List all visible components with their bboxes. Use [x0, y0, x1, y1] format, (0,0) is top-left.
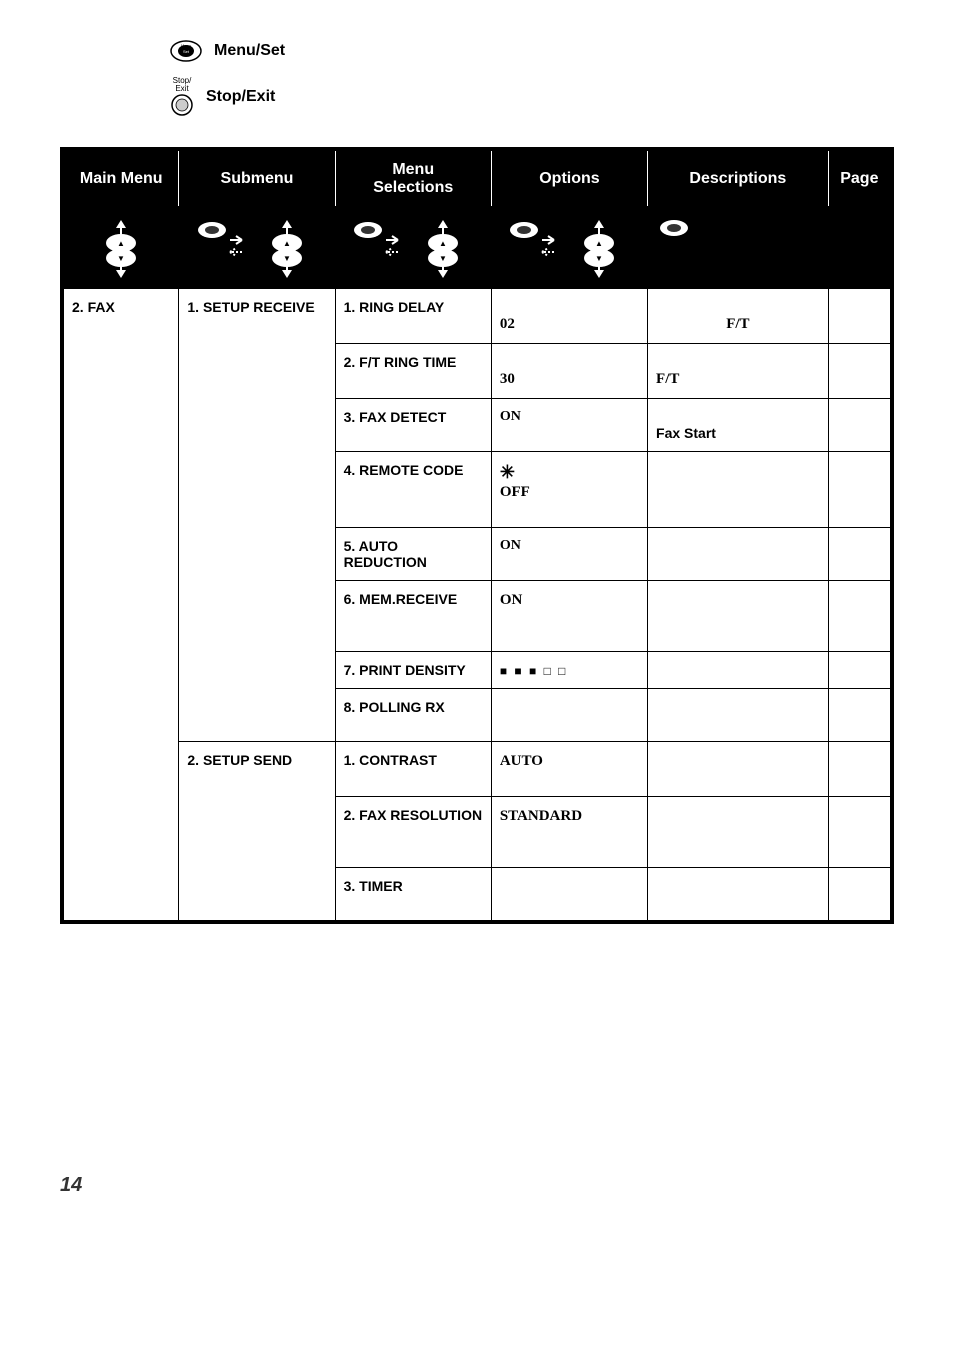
- menu-set-label: Menu/Set: [214, 42, 285, 60]
- legend-menu-set-row: Menu Set Menu/Set: [170, 40, 894, 62]
- svg-text:▼: ▼: [283, 254, 291, 263]
- stop-exit-label: Stop/Exit: [206, 88, 275, 106]
- page-polling-rx: [828, 689, 892, 742]
- opt-ft-ring-time-val: 30: [500, 371, 515, 387]
- svg-text:▲: ▲: [439, 239, 447, 248]
- page-fax-detect: [828, 399, 892, 452]
- opt-remote-code-off: OFF: [500, 484, 530, 500]
- nav-menu-selections-icon: ▲ ▼: [335, 207, 491, 289]
- svg-text:Set: Set: [183, 49, 190, 54]
- table-row: 2. SETUP SEND 1. CONTRAST AUTO: [62, 742, 892, 797]
- svg-text:▼: ▼: [117, 254, 125, 263]
- page-print-density: [828, 652, 892, 689]
- page-timer: [828, 868, 892, 923]
- page-mem-receive: [828, 581, 892, 652]
- nav-page-blank: [828, 207, 892, 289]
- opt-contrast: AUTO: [491, 742, 647, 797]
- main-menu-cell: 2. FAX: [62, 289, 179, 923]
- opt-fax-resolution: STANDARD: [491, 797, 647, 868]
- sel-print-density: 7. PRINT DENSITY: [335, 652, 491, 689]
- menu-table: Main Menu Submenu Menu Selections Option…: [60, 147, 894, 924]
- desc-fax-detect-val: Fax Start: [656, 425, 716, 441]
- header-options: Options: [491, 149, 647, 207]
- opt-ft-ring-time: 30: [491, 344, 647, 399]
- desc-mem-receive: [648, 581, 829, 652]
- svg-text:▼: ▼: [439, 254, 447, 263]
- sel-fax-detect: 3. FAX DETECT: [335, 399, 491, 452]
- desc-polling-rx: [648, 689, 829, 742]
- opt-remote-code: ✳ OFF: [491, 452, 647, 528]
- nav-options-icon: ▲ ▼: [491, 207, 647, 289]
- desc-fax-detect: Fax Start: [648, 399, 829, 452]
- svg-text:▲: ▲: [283, 239, 291, 248]
- header-submenu: Submenu: [179, 149, 335, 207]
- sel-contrast: 1. CONTRAST: [335, 742, 491, 797]
- svg-text:▼: ▼: [595, 254, 603, 263]
- svg-text:Menu: Menu: [181, 43, 191, 48]
- opt-fax-resolution-val: STANDARD: [500, 808, 582, 824]
- sel-fax-resolution: 2. FAX RESOLUTION: [335, 797, 491, 868]
- desc-timer: [648, 868, 829, 923]
- submenu1-cell: 1. SETUP RECEIVE: [179, 289, 335, 742]
- desc-auto-reduction: [648, 528, 829, 581]
- desc-ring-delay-val: F/T: [726, 316, 749, 332]
- desc-ring-delay: F/T: [648, 289, 829, 344]
- legend-stop-exit-row: Stop/ Exit Stop/Exit: [170, 77, 894, 117]
- page-fax-resolution: [828, 797, 892, 868]
- opt-polling-rx: [491, 689, 647, 742]
- submenu2-cell: 2. SETUP SEND: [179, 742, 335, 923]
- sel-auto-reduction: 5. AUTO REDUCTION: [335, 528, 491, 581]
- sel-ring-delay: 1. RING DELAY: [335, 289, 491, 344]
- nav-icon-row: ▲ ▼ ▲ ▼: [62, 207, 892, 289]
- desc-print-density: [648, 652, 829, 689]
- opt-mem-receive-val: ON: [500, 592, 523, 608]
- nav-submenu-icon: ▲ ▼: [179, 207, 335, 289]
- sel-remote-code: 4. REMOTE CODE: [335, 452, 491, 528]
- sel-polling-rx: 8. POLLING RX: [335, 689, 491, 742]
- opt-auto-reduction: ON: [491, 528, 647, 581]
- stop-exit-small-label: Stop/ Exit: [173, 77, 192, 93]
- header-menu-selections-l1: Menu: [392, 161, 434, 178]
- opt-print-density: ■ ■ ■ □ □: [491, 652, 647, 689]
- header-descriptions: Descriptions: [648, 149, 829, 207]
- table-row: 2. FAX 1. SETUP RECEIVE 1. RING DELAY 02…: [62, 289, 892, 344]
- desc-contrast: [648, 742, 829, 797]
- page-remote-code: [828, 452, 892, 528]
- opt-ring-delay-val: 02: [500, 316, 515, 332]
- header-page: Page: [828, 149, 892, 207]
- sel-ft-ring-time: 2. F/T RING TIME: [335, 344, 491, 399]
- opt-mem-receive: ON: [491, 581, 647, 652]
- sel-mem-receive: 6. MEM.RECEIVE: [335, 581, 491, 652]
- header-row: Main Menu Submenu Menu Selections Option…: [62, 149, 892, 207]
- nav-main-menu-icon: ▲ ▼: [62, 207, 179, 289]
- opt-fax-detect: ON: [491, 399, 647, 452]
- page-ft-ring-time: [828, 344, 892, 399]
- desc-fax-resolution: [648, 797, 829, 868]
- desc-ft-ring-time-val: F/T: [656, 371, 679, 387]
- nav-descriptions-icon: [648, 207, 829, 289]
- header-main-menu: Main Menu: [62, 149, 179, 207]
- desc-remote-code: [648, 452, 829, 528]
- desc-ft-ring-time: F/T: [648, 344, 829, 399]
- svg-text:▲: ▲: [117, 239, 125, 248]
- opt-print-density-val: ■ ■ ■ □ □: [500, 664, 568, 678]
- opt-timer: [491, 868, 647, 923]
- opt-contrast-val: AUTO: [500, 753, 543, 769]
- sel-timer: 3. TIMER: [335, 868, 491, 923]
- header-menu-selections: Menu Selections: [335, 149, 491, 207]
- menu-set-icon: Menu Set: [170, 40, 202, 62]
- svg-text:▲: ▲: [595, 239, 603, 248]
- page-contrast: [828, 742, 892, 797]
- page-number: 14: [60, 1174, 894, 1197]
- opt-ring-delay: 02: [491, 289, 647, 344]
- legend-section: Menu Set Menu/Set Stop/ Exit Stop/Exit: [170, 40, 894, 117]
- stop-exit-icon: Stop/ Exit: [170, 77, 194, 117]
- page-ring-delay: [828, 289, 892, 344]
- opt-remote-code-star: ✳: [500, 462, 515, 482]
- page-auto-reduction: [828, 528, 892, 581]
- header-menu-selections-l2: Selections: [373, 179, 453, 196]
